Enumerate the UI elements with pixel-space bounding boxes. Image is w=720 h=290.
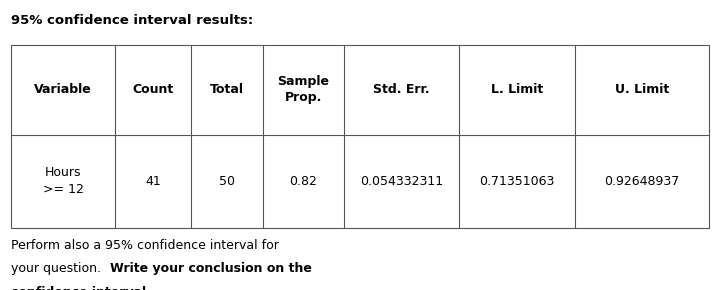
Text: Hours
>= 12: Hours >= 12	[42, 166, 84, 196]
Text: 50: 50	[219, 175, 235, 188]
Text: Count: Count	[132, 84, 174, 96]
Text: Write your conclusion on the: Write your conclusion on the	[110, 262, 312, 275]
Text: 95% confidence interval results:: 95% confidence interval results:	[11, 14, 253, 28]
Bar	[11, 45, 709, 228]
Text: Total: Total	[210, 84, 244, 96]
Text: 41: 41	[145, 175, 161, 188]
Text: 0.92648937: 0.92648937	[604, 175, 680, 188]
Text: 0.71351063: 0.71351063	[480, 175, 554, 188]
Text: Std. Err.: Std. Err.	[374, 84, 430, 96]
Text: Variable: Variable	[34, 84, 92, 96]
Text: Sample
Prop.: Sample Prop.	[277, 75, 330, 104]
Text: U. Limit: U. Limit	[615, 84, 669, 96]
Text: 0.82: 0.82	[289, 175, 318, 188]
Text: confidence interval.: confidence interval.	[11, 286, 150, 290]
Text: Perform also a 95% confidence interval for: Perform also a 95% confidence interval f…	[11, 239, 279, 252]
Text: L. Limit: L. Limit	[491, 84, 543, 96]
Text: your question.: your question.	[11, 262, 105, 275]
Text: 0.054332311: 0.054332311	[360, 175, 444, 188]
